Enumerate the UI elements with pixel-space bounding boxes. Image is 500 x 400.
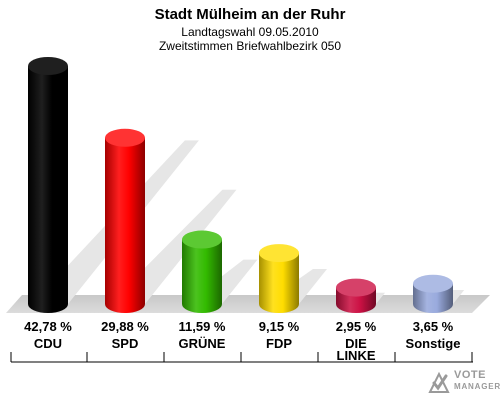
chart-subtitle-1: Landtagswahl 09.05.2010	[181, 25, 319, 39]
vote-manager-logo: VOTE MANAGER	[426, 368, 500, 398]
value-labels: 42,78 % 29,88 % 11,59 % 9,15 % 2,95 % 3,65 %	[24, 319, 454, 334]
brand-line-1: VOTE	[454, 369, 486, 381]
value-label-spd: 29,88 %	[101, 319, 149, 334]
bars	[28, 57, 453, 313]
brand-line-2: MANAGER	[454, 382, 500, 391]
chart-title: Stadt Mülheim an der Ruhr	[155, 6, 346, 23]
bar-sonstige	[413, 274, 453, 313]
category-ticks	[10, 352, 473, 362]
bar-fdp	[259, 244, 299, 313]
value-label-fdp: 9,15 %	[259, 319, 300, 334]
category-label-fdp: FDP	[266, 336, 292, 351]
bar-die-linke	[336, 278, 376, 313]
bar-spd	[105, 128, 145, 313]
value-label-die-linke: 2,95 %	[336, 319, 377, 334]
vote-manager-wordmark: VOTE MANAGER	[454, 369, 500, 393]
category-label-cdu: CDU	[34, 336, 62, 351]
bar-gr-ne	[182, 230, 222, 313]
bar-shadows	[32, 140, 465, 304]
value-label-sonstige: 3,65 %	[413, 319, 454, 334]
category-label-die-linke-1: DIE	[345, 336, 367, 351]
category-label-spd: SPD	[112, 336, 139, 351]
bar-cdu	[28, 57, 68, 313]
value-label-cdu: 42,78 %	[24, 319, 72, 334]
chart-subtitle-2: Zweitstimmen Briefwahlbezirk 050	[159, 39, 341, 53]
category-label-gr-ne: GRÜNE	[179, 336, 226, 351]
category-label-die-linke-2: LINKE	[337, 348, 376, 363]
category-label-sonstige: Sonstige	[406, 336, 461, 351]
ballot-mark-icon	[428, 371, 450, 393]
value-label-gr-ne: 11,59 %	[179, 319, 226, 334]
